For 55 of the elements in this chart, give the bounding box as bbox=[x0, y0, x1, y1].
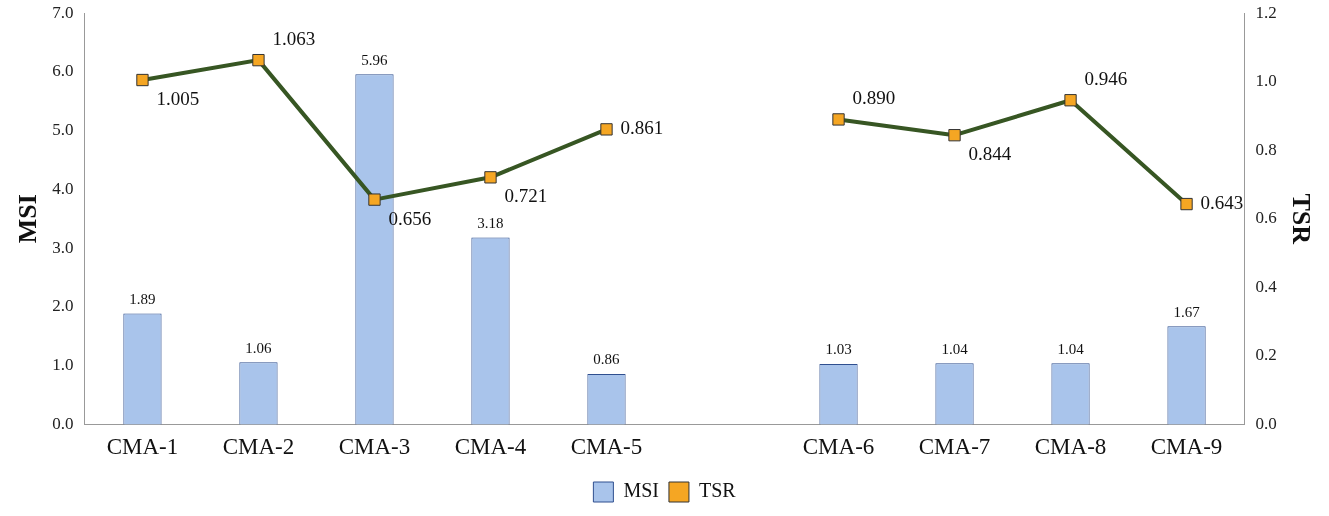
x-tick-label: CMA-9 bbox=[1150, 434, 1223, 460]
y-tick-label: 6.0 bbox=[52, 61, 74, 81]
point bbox=[600, 123, 613, 136]
x-tick-label: CMA-4 bbox=[454, 434, 527, 460]
point bbox=[484, 171, 497, 184]
x-tick-label: CMA-5 bbox=[570, 434, 643, 460]
y2-tick-label: 0.2 bbox=[1255, 345, 1277, 365]
point bbox=[1064, 94, 1077, 107]
y-axis-title: MSI bbox=[13, 194, 43, 244]
data-label: 0.721 bbox=[504, 185, 548, 207]
data-label: 1.03 bbox=[825, 341, 852, 358]
legend-label: TSR bbox=[698, 479, 737, 502]
data-label: 1.04 bbox=[1057, 340, 1085, 357]
x-tick-label: CMA-3 bbox=[338, 434, 411, 460]
data-label: 0.643 bbox=[1200, 192, 1244, 214]
data-label: 1.67 bbox=[1173, 303, 1201, 320]
data-label: 5.96 bbox=[361, 51, 389, 68]
point bbox=[252, 53, 265, 67]
data-label: 0.656 bbox=[388, 207, 432, 229]
y-tick-label: 1.0 bbox=[52, 355, 74, 375]
y-tick-label: 5.0 bbox=[52, 120, 74, 140]
y-tick-label: 0.0 bbox=[52, 413, 74, 433]
y2-axis-title: TSR bbox=[1286, 193, 1316, 245]
x-tick-label: CMA-6 bbox=[802, 434, 875, 460]
point bbox=[136, 73, 149, 87]
point bbox=[948, 129, 961, 142]
data-label: 0.844 bbox=[968, 143, 1012, 165]
data-label: 0.890 bbox=[852, 87, 896, 109]
point bbox=[368, 193, 381, 206]
point bbox=[832, 113, 845, 126]
data-label: 0.861 bbox=[620, 117, 664, 139]
data-label: 1.005 bbox=[156, 88, 200, 109]
data-label: 1.06 bbox=[245, 339, 273, 356]
y-tick-label: 7.0 bbox=[52, 2, 74, 22]
point bbox=[1180, 197, 1193, 211]
data-label: 1.04 bbox=[941, 340, 969, 357]
y2-tick-label: 0.4 bbox=[1255, 276, 1278, 296]
y2-tick-label: 0.8 bbox=[1255, 139, 1277, 159]
data-label: 3.18 bbox=[477, 215, 504, 232]
data-label: 1.063 bbox=[272, 28, 316, 50]
data-label: 0.86 bbox=[593, 351, 621, 368]
y-tick-label: 4.0 bbox=[52, 178, 74, 198]
legend-label: MSI bbox=[623, 479, 659, 502]
x-tick-label: CMA-1 bbox=[106, 434, 179, 460]
y2-tick-label: 1.0 bbox=[1255, 71, 1277, 91]
x-tick-label: CMA-8 bbox=[1034, 434, 1107, 460]
y2-tick-label: 0.0 bbox=[1255, 413, 1277, 433]
x-tick-label: CMA-7 bbox=[918, 434, 991, 460]
y2-tick-label: 1.2 bbox=[1255, 2, 1277, 22]
x-tick-label: CMA-2 bbox=[222, 434, 295, 460]
y-tick-label: 2.0 bbox=[52, 296, 74, 316]
y-tick-label: 3.0 bbox=[52, 237, 74, 257]
y2-tick-label: 0.6 bbox=[1255, 208, 1277, 228]
data-label: 1.89 bbox=[129, 290, 156, 307]
data-label: 0.946 bbox=[1084, 68, 1128, 90]
